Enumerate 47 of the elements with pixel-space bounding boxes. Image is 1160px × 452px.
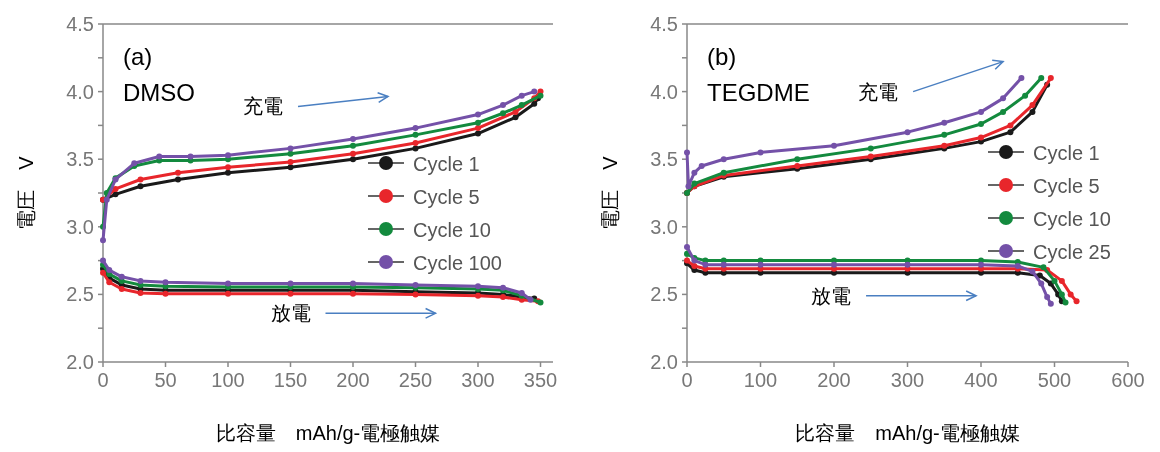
- x-tick-label: 150: [273, 369, 308, 391]
- y-tick-label: 4.5: [650, 13, 678, 35]
- annotation: 充電: [243, 95, 283, 118]
- legend-label: Cycle 100: [413, 252, 502, 274]
- y-tick-label: 4.0: [650, 80, 678, 103]
- y-tick-label: 3.5: [66, 148, 94, 171]
- x-tick-label: 0: [681, 369, 693, 391]
- x-tick-label: 600: [1111, 369, 1145, 391]
- x-tick-label: 300: [890, 369, 925, 391]
- legend-label: Cycle 1: [1033, 142, 1100, 164]
- legend-label: Cycle 1: [413, 153, 480, 175]
- y-tick-label: 4.5: [66, 13, 94, 35]
- text: TEGDME: [707, 79, 810, 106]
- y-tick-label: 3.5: [650, 148, 678, 171]
- text: (a): [123, 43, 153, 70]
- legend-label: Cycle 25: [1033, 241, 1111, 263]
- text: (b): [707, 43, 737, 70]
- y-tick-label: 4.0: [66, 80, 94, 103]
- x-tick-label: 200: [336, 369, 370, 391]
- x-tick-label: 500: [1037, 369, 1072, 391]
- legend-label: Cycle 5: [413, 186, 480, 208]
- x-tick-label: 100: [743, 369, 778, 391]
- legend-label: Cycle 5: [1033, 175, 1100, 197]
- x-tick-label: 300: [461, 369, 495, 391]
- legend-label: Cycle 10: [413, 219, 491, 241]
- x-tick-label: 200: [817, 369, 851, 391]
- y-axis-title: 電圧 V: [15, 155, 37, 230]
- annotation: 放電: [270, 302, 311, 325]
- legend-label: Cycle 10: [1033, 208, 1111, 230]
- annotation: 充電: [858, 80, 899, 103]
- y-tick-label: 2.0: [650, 351, 678, 373]
- x-tick-label: 0: [97, 369, 109, 391]
- text: DMSO: [123, 79, 195, 106]
- y-tick-label: 2.0: [66, 351, 94, 373]
- x-axis-title: 比容量 mAh/g-電極触媒: [795, 422, 1020, 444]
- y-axis-title: 電圧 V: [599, 155, 621, 230]
- x-axis-title: 比容量 mAh/g-電極触媒: [215, 422, 441, 444]
- x-tick-label: 250: [398, 369, 433, 391]
- y-tick-label: 3.0: [66, 215, 94, 238]
- x-tick-label: 100: [211, 369, 245, 391]
- y-tick-label: 2.5: [66, 283, 94, 306]
- y-tick-label: 2.5: [650, 283, 678, 306]
- x-tick-label: 400: [964, 369, 998, 391]
- y-tick-label: 3.0: [650, 215, 678, 238]
- x-tick-label: 50: [154, 369, 177, 391]
- x-tick-label: 350: [523, 369, 558, 391]
- annotation: 放電: [811, 284, 852, 307]
